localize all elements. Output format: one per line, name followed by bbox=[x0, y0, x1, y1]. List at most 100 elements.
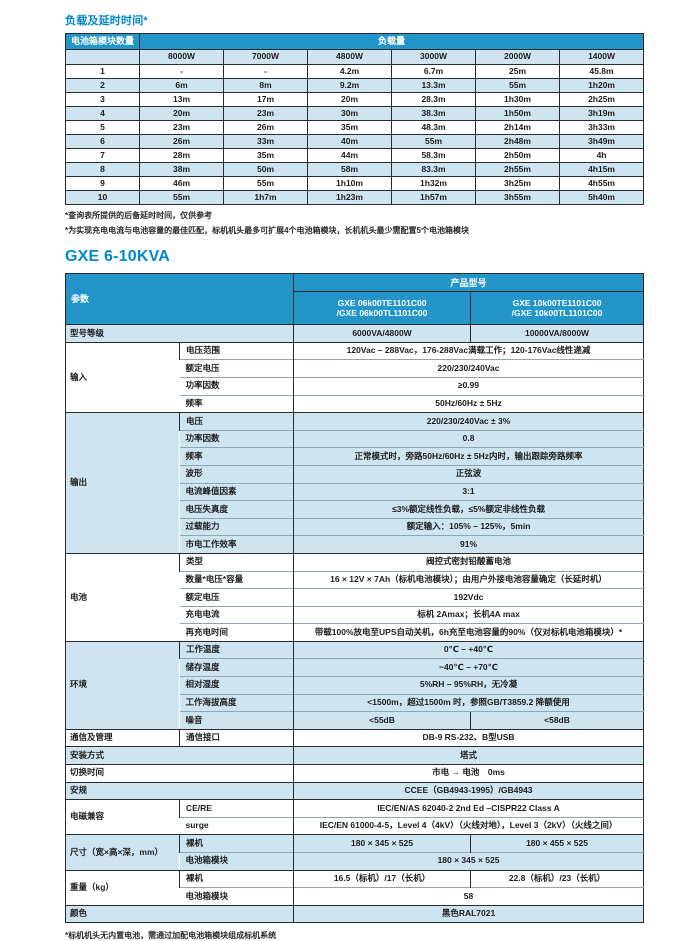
backup-time-cell: 28m bbox=[139, 148, 224, 163]
module-count-cell: 7 bbox=[65, 148, 140, 163]
spec-table-row: 输出 电压 220/230/240Vac ± 3% bbox=[65, 412, 644, 554]
spec-value-cell: 塔式 bbox=[293, 746, 644, 765]
spec-table-row: 电磁兼容 CE/RE IEC/EN/AS 62040-2 2nd Ed –CISPR… bbox=[65, 799, 644, 835]
model-2-line-1: GXE 10k00TE1101C00 bbox=[512, 297, 602, 308]
backup-time-cell: 13.3m bbox=[391, 78, 476, 93]
backup-time-cell: 23m bbox=[223, 106, 308, 121]
spec-param-cell: 电池箱模块 bbox=[179, 887, 294, 906]
backup-time-cell: 9.2m bbox=[307, 78, 392, 93]
backup-time-cell: 1h23m bbox=[307, 190, 392, 205]
spec-table-row: 切换时间 市电 → 电池 0ms bbox=[65, 764, 644, 783]
backup-time-cell: 2h25m bbox=[558, 92, 645, 107]
backup-time-cell: 1h50m bbox=[475, 106, 560, 121]
load-section-title: 负载及延时时间* bbox=[65, 15, 148, 27]
module-count-cell: 8 bbox=[65, 162, 140, 177]
backup-time-cell: 3h49m bbox=[558, 134, 645, 149]
backup-time-cell: 25m bbox=[475, 64, 560, 79]
backup-time-cell: 3h33m bbox=[558, 120, 645, 135]
spec-param-cell: 波形 bbox=[179, 464, 294, 484]
footnote: *查询表所提供的后备延时时间，仅供参考 bbox=[65, 211, 213, 220]
backup-time-cell: - bbox=[139, 64, 224, 79]
backup-time-cell: 3h19m bbox=[558, 106, 645, 121]
spec-value-cell: 6000VA/4800W bbox=[293, 324, 471, 343]
backup-time-cell: 17m bbox=[223, 92, 308, 107]
spec-value-cell: 91% bbox=[293, 535, 644, 554]
backup-time-cell: 1h30m bbox=[475, 92, 560, 107]
backup-time-cell: 55m bbox=[391, 134, 476, 149]
spec-param-cell: 通信接口 bbox=[178, 728, 294, 747]
spec-group-label: 安规 bbox=[65, 781, 294, 800]
spec-table-row: 颜色 黑色RAL7021 bbox=[65, 904, 644, 923]
spec-value-cell: 16.5（标机）/17（长机） bbox=[293, 869, 471, 888]
spec-table-row: 额定电压 192Vdc bbox=[66, 588, 644, 607]
module-count-cell: 2 bbox=[65, 78, 140, 93]
spec-value-cell: 16 × 12V × 7Ah（标机电池模块）；由用户外接电池容量确定（长延时机） bbox=[293, 570, 644, 589]
param-column-header: 参数 bbox=[64, 273, 295, 326]
spec-value-cell: 正常模式时，旁路50Hz/60Hz ± 5Hz内时，输出跟踪旁路频率 bbox=[293, 447, 644, 466]
product-model-header: 产品型号 bbox=[293, 273, 645, 293]
spec-table-row: 相对湿度 5%RH – 95%RH，无冷凝 bbox=[66, 676, 644, 695]
backup-time-cell: 38m bbox=[139, 162, 224, 177]
spec-value-cell: 192Vdc bbox=[293, 588, 644, 607]
spec-value-cell: 10000VA/8000W bbox=[470, 324, 644, 343]
backup-time-cell: 55m bbox=[223, 176, 308, 191]
spec-value-cell: 220/230/240Vac ± 3% bbox=[293, 412, 644, 431]
load-table-row: 10 55m 1h7m 1h23m 1h57m 3h55m 5h40m bbox=[65, 190, 645, 205]
spec-table-row: 额定电压 220/230/240Vac bbox=[66, 359, 644, 378]
spec-value-cell: 带载100%放电至UPS自动关机，6h充至电池容量的90%（仅对标机电池箱模块）… bbox=[293, 623, 644, 642]
module-count-cell: 1 bbox=[65, 64, 140, 79]
backup-time-cell: 3h55m bbox=[475, 190, 560, 205]
module-count-cell: 4 bbox=[65, 106, 140, 121]
spec-table-row: 数量*电压*容量 16 × 12V × 7Ah（标机电池模块）；由用户外接电池容量… bbox=[66, 570, 644, 589]
spec-param-cell: 充电电流 bbox=[179, 605, 294, 624]
spec-table-row: 重量（kg） 裸机 16.5（标机）/17（长机） 22.8（标机）/23（长机） bbox=[65, 869, 644, 906]
spec-param-cell: 裸机 bbox=[178, 869, 294, 888]
load-table-footnotes: *查询表所提供的后备延时时间，仅供参考 *为实现充电电流与电池容量的最佳匹配，标… bbox=[65, 211, 643, 235]
backup-time-cell: 40m bbox=[307, 134, 392, 149]
backup-time-cell: 35m bbox=[223, 148, 308, 163]
spec-table-row: 通信及管理 通信接口 DB-9 RS-232、B型USB bbox=[65, 728, 644, 747]
backup-time-cell: 26m bbox=[223, 120, 308, 135]
spec-table-row: 型号等级 6000VA/4800W 10000VA/8000W bbox=[65, 324, 644, 343]
spec-group-label: 电池 bbox=[65, 552, 180, 642]
spec-param-cell: CE/RE bbox=[178, 799, 294, 818]
model-1-header: GXE 06k00TE1101C00 /GXE 06k00TL1101C00 bbox=[293, 291, 472, 326]
spec-value-cell: CCEE（GB4943-1995）/GB4943 bbox=[293, 781, 644, 800]
backup-time-cell: 2h14m bbox=[475, 120, 560, 135]
spec-value-cell: −40℃ – +70℃ bbox=[293, 658, 644, 677]
spec-table-row: 尺寸（宽×高×深，mm） 裸机 180 × 345 × 525 180 × 455 ×… bbox=[65, 834, 644, 871]
module-count-cell: 5 bbox=[65, 120, 140, 135]
spec-group-label: 环境 bbox=[65, 640, 180, 730]
backup-time-cell: 83.3m bbox=[391, 162, 476, 177]
spec-value-cell: 3:1 bbox=[293, 482, 644, 501]
footnote: *为实现充电电流与电池容量的最佳匹配，标机机头最多可扩展4个电池箱模块，长机机头… bbox=[65, 225, 470, 235]
spec-table-row: 充电电流 标机 2Amax；长机4A max bbox=[66, 605, 644, 624]
spec-param-cell: 功率因数 bbox=[179, 376, 294, 396]
spec-table-row: 安规 CCEE（GB4943-1995）/GB4943 bbox=[65, 781, 644, 800]
backup-time-cell: 1h20m bbox=[558, 78, 645, 93]
spec-value-cell: IEC/EN/AS 62040-2 2nd Ed –CISPR22 Class … bbox=[293, 799, 644, 818]
spec-group-label: 型号等级 bbox=[65, 324, 294, 343]
backup-time-cell: 28.3m bbox=[391, 92, 476, 107]
backup-time-cell: 5h40m bbox=[558, 190, 645, 205]
backup-time-cell: 38.3m bbox=[391, 106, 476, 121]
load-table-row: 8 38m 50m 58m 83.3m 2h55m 4h15m bbox=[65, 162, 645, 177]
spec-param-cell: 数量*电压*容量 bbox=[179, 570, 294, 589]
spec-group-label: 重量（kg） bbox=[65, 869, 180, 906]
spec-param-cell: 功率因数 bbox=[179, 429, 294, 448]
backup-time-cell: 4h55m bbox=[558, 176, 645, 191]
model-2-line-2: /GXE 10k00TL1101C00 bbox=[511, 308, 603, 319]
spec-group-label: 切换时间 bbox=[65, 764, 294, 783]
spec-table-row: 波形 正弦波 bbox=[66, 464, 644, 484]
spec-value-cell: 5%RH – 95%RH，无冷凝 bbox=[293, 676, 644, 695]
spec-value-cell: ≤3%额定线性负载，≤5%额定非线性负载 bbox=[293, 500, 644, 519]
load-table-row: 5 23m 26m 35m 48.3m 2h14m 3h33m bbox=[65, 120, 645, 135]
spec-value-cell: 22.8（标机）/23（长机） bbox=[470, 869, 644, 888]
backup-time-cell: 13m bbox=[139, 92, 224, 107]
backup-time-cell: 20m bbox=[139, 106, 224, 121]
spec-value-cell: 0℃ – +40℃ bbox=[293, 640, 644, 659]
spec-value-cell: 180 × 455 × 525 bbox=[470, 834, 644, 853]
backup-time-cell: 44m bbox=[307, 148, 392, 163]
load-table-row: 6 26m 33m 40m 55m 2h48m 3h49m bbox=[65, 134, 645, 149]
backup-time-cell: 1h7m bbox=[223, 190, 308, 205]
